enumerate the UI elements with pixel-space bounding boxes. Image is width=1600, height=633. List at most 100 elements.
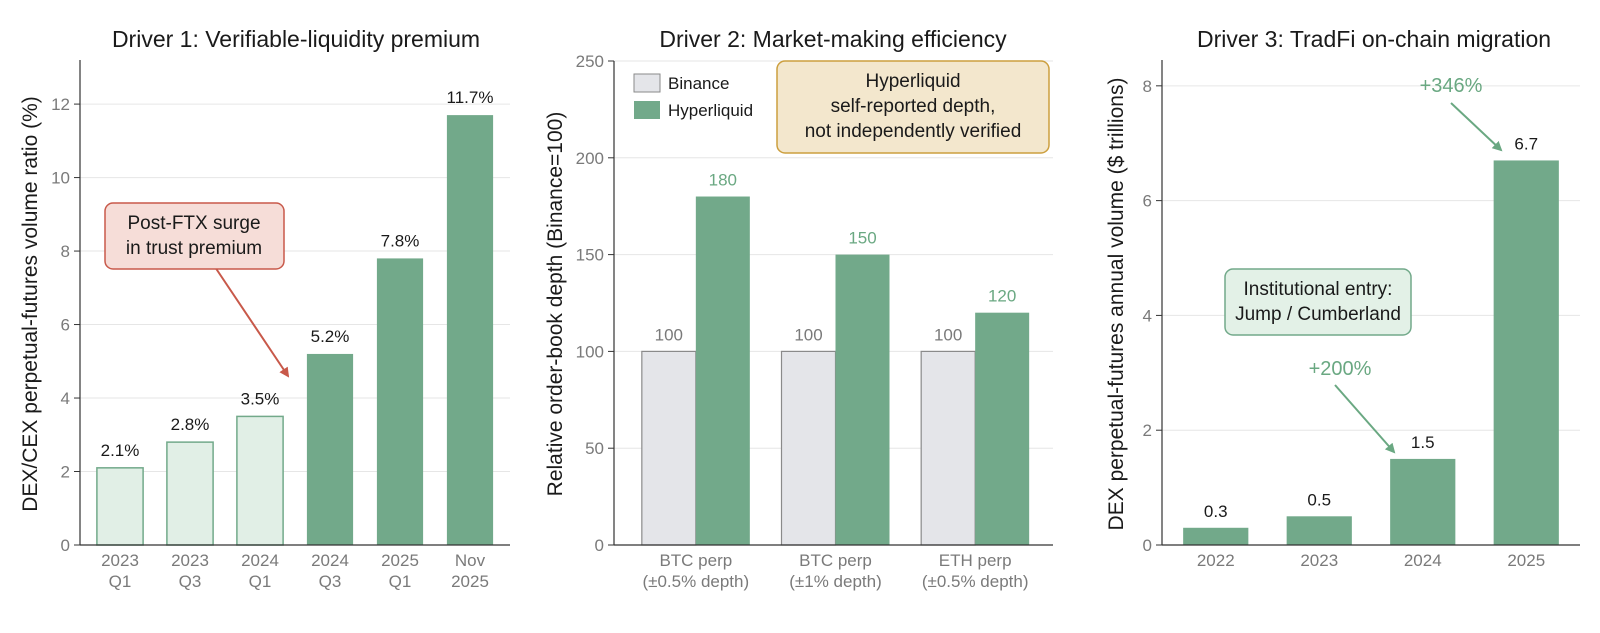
bars — [641, 196, 1030, 546]
bar — [166, 441, 214, 546]
x-tick-label: 2023 — [101, 551, 139, 570]
legend-swatch-binance — [633, 73, 661, 93]
x-tick-label: Q3 — [179, 572, 202, 591]
data-label: 0.5 — [1307, 490, 1331, 509]
chart-title: Driver 1: Verifiable-liquidity premium — [112, 26, 480, 52]
y-tick-label: 6 — [61, 316, 70, 335]
bars — [1183, 160, 1559, 545]
data-label-binance: 100 — [794, 325, 822, 344]
y-tick-label: 150 — [576, 246, 604, 265]
growth-arrow — [1450, 102, 1503, 152]
bar-binance — [641, 350, 697, 546]
note-box — [776, 60, 1050, 154]
panel-driver-2: Driver 2: Market-making efficiency Relat… — [544, 26, 1053, 591]
note-line-1: Institutional entry: — [1244, 279, 1393, 300]
y-tick-label: 10 — [51, 169, 70, 188]
note-line-3: not independently verified — [805, 121, 1022, 142]
bar — [446, 115, 494, 545]
data-label-binance: 100 — [934, 325, 962, 344]
data-label: 7.8% — [381, 231, 420, 250]
annotation-arrow — [214, 266, 290, 378]
annotation-post-ftx: Post-FTX surge in trust premium — [104, 202, 290, 378]
data-label: 2.1% — [101, 441, 140, 460]
chart-title: Driver 3: TradFi on-chain migration — [1197, 26, 1551, 52]
data-label: 3.5% — [241, 389, 280, 408]
note-line-2: Jump / Cumberland — [1235, 304, 1401, 325]
note-box — [1224, 268, 1412, 336]
y-tick-label: 0 — [1143, 536, 1152, 555]
bar — [1390, 458, 1456, 545]
x-tick-label: BTC perp — [799, 551, 872, 570]
growth-annotation-346: +346% — [1420, 75, 1503, 152]
note-self-reported: Hyperliquid self-reported depth, not ind… — [776, 60, 1050, 154]
y-tick-label: 8 — [1143, 77, 1152, 96]
y-tick-label: 12 — [51, 95, 70, 114]
data-label: 2.8% — [171, 415, 210, 434]
bar — [376, 258, 424, 545]
x-tick-label: 2025 — [451, 572, 489, 591]
chart-title: Driver 2: Market-making efficiency — [659, 26, 1007, 52]
x-tick-label: Q3 — [319, 572, 342, 591]
x-tick-label: 2025 — [1507, 551, 1545, 570]
x-tick-label: 2023 — [1300, 551, 1338, 570]
y-tick-label: 0 — [595, 536, 604, 555]
data-label-hyperliquid: 180 — [709, 171, 737, 190]
tick-labels: 0 50 100 150 200 250 BTC perp (±0.5% depth) BTC … — [576, 52, 1029, 591]
bar-hyperliquid — [975, 312, 1030, 545]
x-tick-label: 2025 — [381, 551, 419, 570]
x-tick-label: Q1 — [249, 572, 272, 591]
annotation-line-1: Post-FTX surge — [127, 213, 260, 234]
bars — [96, 115, 494, 546]
y-tick-label: 100 — [576, 342, 604, 361]
y-tick-label: 4 — [61, 389, 70, 408]
bar — [96, 467, 144, 546]
annotation-line-2: in trust premium — [126, 238, 262, 259]
growth-arrow — [1334, 384, 1396, 454]
x-tick-label: ETH perp — [939, 551, 1012, 570]
panel-driver-1: Driver 1: Verifiable-liquidity premium D… — [19, 26, 510, 591]
legend-label-hyperliquid: Hyperliquid — [668, 101, 753, 120]
legend-swatch-hyperliquid — [634, 101, 660, 119]
x-tick-label: 2022 — [1197, 551, 1235, 570]
data-label: 5.2% — [311, 327, 350, 346]
y-axis-label: DEX perpetual-futures annual volume ($ t… — [1105, 78, 1128, 531]
x-tick-label: (±1% depth) — [789, 572, 882, 591]
tick-labels: 0 2 4 6 8 2022 2023 2024 2025 — [1143, 77, 1546, 570]
bar — [306, 353, 354, 545]
note-line-1: Hyperliquid — [865, 71, 960, 92]
y-tick-label: 200 — [576, 149, 604, 168]
bar — [1286, 516, 1352, 545]
growth-label: +200% — [1309, 358, 1372, 380]
legend-label-binance: Binance — [668, 74, 729, 93]
bar-hyperliquid — [695, 196, 750, 545]
data-label-hyperliquid: 150 — [848, 229, 876, 248]
legend: Binance Hyperliquid — [633, 73, 753, 120]
x-tick-label: BTC perp — [659, 551, 732, 570]
y-tick-label: 50 — [585, 439, 604, 458]
x-tick-label: Q1 — [389, 572, 412, 591]
bar — [1183, 527, 1249, 545]
data-labels: 100 180 100 150 100 120 — [655, 171, 1017, 345]
data-label: 0.3 — [1204, 502, 1228, 521]
y-tick-label: 2 — [1143, 421, 1152, 440]
x-tick-label: 2024 — [311, 551, 349, 570]
data-label: 11.7% — [447, 88, 494, 107]
x-tick-label: 2024 — [1404, 551, 1442, 570]
y-tick-label: 6 — [1143, 192, 1152, 211]
bar — [236, 415, 284, 546]
axes — [74, 60, 510, 546]
data-label: 1.5 — [1411, 433, 1435, 452]
data-label-binance: 100 — [655, 325, 683, 344]
bar-binance — [780, 350, 837, 546]
bar-hyperliquid — [835, 254, 890, 545]
panel-driver-3: Driver 3: TradFi on-chain migration DEX … — [1105, 26, 1580, 570]
tick-labels: 0 2 4 6 8 10 12 2023 Q1 2023 Q3 2024 Q1 2024 Q3 2025 Q1 N… — [51, 95, 489, 591]
axes — [608, 60, 1053, 546]
data-labels: 0.3 0.5 1.5 6.7 — [1204, 134, 1538, 520]
bar — [1493, 160, 1559, 545]
data-labels: 2.1% 2.8% 3.5% 5.2% 7.8% 11.7% — [101, 88, 494, 460]
y-tick-label: 250 — [576, 52, 604, 71]
growth-label: +346% — [1420, 75, 1483, 97]
gridlines — [80, 103, 510, 473]
y-axis-label: Relative order-book depth (Binance=100) — [544, 112, 567, 497]
